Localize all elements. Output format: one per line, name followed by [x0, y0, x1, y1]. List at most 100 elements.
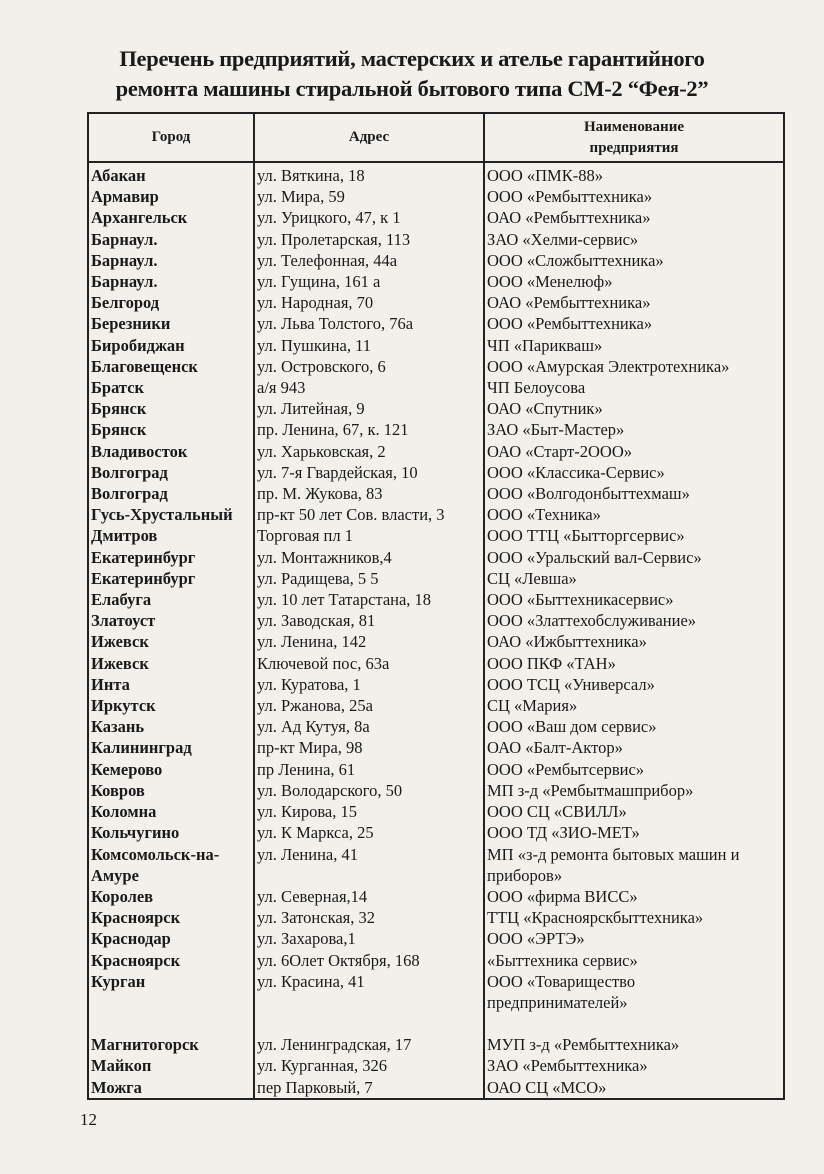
cell-city: Волгоград	[87, 461, 255, 484]
table-row: Дмитров Торговая пл 1 ООО ТТЦ «Бытторгсерв…	[87, 525, 785, 547]
cell-company: ОАО «Спутник»	[483, 398, 785, 420]
cell-address: ул. Ленина, 41	[253, 843, 485, 886]
cell-city: Брянск	[87, 419, 255, 441]
cell-address: ул. Пролетарская, 113	[253, 228, 485, 250]
cell-city: Абакан	[87, 162, 255, 187]
cell-city: Ижевск	[87, 652, 255, 674]
cell-company: ОАО «Рембыттехника»	[483, 207, 785, 229]
table-row: Красноярск ул. 6Олет Октября, 168 «Быттехн…	[87, 949, 785, 971]
table-row: Златоуст ул. Заводская, 81 ООО «Златтехобс…	[87, 610, 785, 632]
cell-address: ул. Курганная, 326	[253, 1055, 485, 1077]
cell-company: ООО «Рембыттехника»	[483, 186, 785, 208]
cell-address: ул. 6Олет Октября, 168	[253, 949, 485, 971]
cell-city: Барнаул.	[87, 249, 255, 272]
cell-company: ООО «Быттехникасервис»	[483, 589, 785, 611]
cell-company: ЗАО «Рембыттехника»	[483, 1055, 785, 1077]
cell-company: ООО ТТЦ «Бытторгсервис»	[483, 525, 785, 547]
cell-address: пр-кт Мира, 98	[253, 737, 485, 759]
cell-company: ООО «ЭРТЭ»	[483, 928, 785, 950]
cell-address: ул. Островского, 6	[253, 355, 485, 378]
cell-company: ООО «Сложбыттехника»	[483, 249, 785, 272]
cell-city: Благовещенск	[87, 355, 255, 378]
cell-address: пр-кт 50 лет Сов. власти, 3	[253, 504, 485, 526]
cell-city: Коломна	[87, 801, 255, 823]
cell-address: ул. Ленинградская, 17	[253, 1034, 485, 1056]
cell-city: Комсомольск-на- Амуре	[87, 843, 255, 886]
cell-address: пр. Ленина, 67, к. 121	[253, 419, 485, 441]
cell-company: СЦ «Мария»	[483, 695, 785, 717]
cell-address: Торговая пл 1	[253, 525, 485, 547]
cell-address: ул. Литейная, 9	[253, 398, 485, 420]
cell-city: Ковров	[87, 779, 255, 802]
cell-address: ул. Гущина, 161 а	[253, 271, 485, 293]
header-city: Город	[87, 112, 255, 163]
table-row: Ковров ул. Володарского, 50 МП з-д «Рембыт…	[87, 779, 785, 802]
cell-city: Майкоп	[87, 1055, 255, 1077]
cell-address: ул. Ад Кутуя, 8а	[253, 716, 485, 738]
table-row: Екатеринбург ул. Радищева, 5 5 СЦ «Левша»	[87, 567, 785, 590]
cell-city: Елабуга	[87, 589, 255, 611]
table-row: Магнитогорск ул. Ленинградская, 17 МУП з-д…	[87, 1034, 785, 1056]
cell-city: Архангельск	[87, 207, 255, 229]
cell-company: МП «з-д ремонта бытовых машин и приборов…	[483, 843, 785, 886]
cell-city: Можга	[87, 1076, 255, 1099]
cell-company: ОАО «Старт-2ООО»	[483, 440, 785, 462]
cell-city: Казань	[87, 716, 255, 738]
table-row: Кемерово пр Ленина, 61 ООО «Рембытсервис»	[87, 758, 785, 780]
cell-company: ООО «ПМК-88»	[483, 162, 785, 187]
cell-city: Барнаул.	[87, 228, 255, 250]
table-row: Ижевск Ключевой пос, 63а ООО ПКФ «ТАН»	[87, 652, 785, 674]
table-row: Коломна ул. Кирова, 15 ООО СЦ «СВИЛЛ»	[87, 801, 785, 823]
table-row: Королев ул. Северная,14 ООО «фирма ВИСС»	[87, 885, 785, 908]
cell-address: ул. 10 лет Татарстана, 18	[253, 589, 485, 611]
table-row: Инта ул. Куратова, 1 ООО ТСЦ «Универсал»	[87, 673, 785, 696]
cell-address: ул. Монтажников,4	[253, 546, 485, 568]
cell-company: ЗАО «Быт-Мастер»	[483, 419, 785, 441]
cell-company: ООО «Ваш дом сервис»	[483, 716, 785, 738]
cell-address: ул. Пушкина, 11	[253, 334, 485, 356]
page-number: 12	[80, 1110, 97, 1129]
table-row: Казань ул. Ад Кутуя, 8а ООО «Ваш дом серви…	[87, 716, 785, 738]
cell-company: ООО СЦ «СВИЛЛ»	[483, 801, 785, 823]
cell-company: ООО ПКФ «ТАН»	[483, 652, 785, 674]
cell-company: ООО «Техника»	[483, 504, 785, 526]
header-company: Наименование предприятия	[483, 112, 785, 163]
service-centers-table: Город Адрес Наименование предприятия Аба…	[87, 112, 785, 1100]
cell-company: ООО «Волгодонбыттехмаш»	[483, 483, 785, 505]
table-row: Благовещенск ул. Островского, 6 ООО «Амурс…	[87, 355, 785, 378]
table-row: Комсомольск-на- Амуре ул. Ленина, 41 МП «з…	[87, 843, 785, 886]
cell-address: ул. Ржанова, 25а	[253, 695, 485, 717]
document-title: Перечень предприятий, мастерских и атель…	[115, 46, 709, 101]
cell-company: ЧП «Парикваш»	[483, 334, 785, 356]
cell-city: Гусь-Хрустальный	[87, 504, 255, 526]
cell-city: Владивосток	[87, 440, 255, 462]
cell-company: ООО «Рембыттехника»	[483, 313, 785, 335]
cell-city: Биробиджан	[87, 334, 255, 356]
cell-address: ул. Красина, 41	[253, 970, 485, 1035]
table-body: Абакан ул. Вяткина, 18 ООО «ПМК-88» Армавир…	[87, 162, 785, 1099]
table-row: Можга пер Парковый, 7 ОАО СЦ «МСО»	[87, 1076, 785, 1099]
table-row: Краснодар ул. Захарова,1 ООО «ЭРТЭ»	[87, 928, 785, 950]
cell-address: ул. Ленина, 142	[253, 631, 485, 653]
table-row: Армавир ул. Мира, 59 ООО «Рембыттехника»	[87, 186, 785, 208]
cell-company: ООО ТД «ЗИО-МЕТ»	[483, 822, 785, 844]
cell-city: Инта	[87, 673, 255, 696]
cell-company: «Быттехника сервис»	[483, 949, 785, 971]
cell-address: ул. К Маркса, 25	[253, 822, 485, 844]
table-row: Красноярск ул. Затонская, 32 ТТЦ «Краснояр…	[87, 907, 785, 929]
cell-address: ул. Северная,14	[253, 885, 485, 908]
cell-address: ул. Затонская, 32	[253, 907, 485, 929]
table-row: Елабуга ул. 10 лет Татарстана, 18 ООО «Быт…	[87, 589, 785, 611]
cell-address: ул. Володарского, 50	[253, 779, 485, 802]
table-row: Иркутск ул. Ржанова, 25а СЦ «Мария»	[87, 695, 785, 717]
cell-company: ОАО «Балт-Актор»	[483, 737, 785, 759]
cell-company: ООО «Златтехобслуживание»	[483, 610, 785, 632]
cell-city: Армавир	[87, 186, 255, 208]
cell-address: ул. Кирова, 15	[253, 801, 485, 823]
cell-city: Красноярск	[87, 949, 255, 971]
table-row: Барнаул. ул. Телефонная, 44а ООО «Сложбытт…	[87, 249, 785, 272]
cell-address: ул. Урицкого, 47, к 1	[253, 207, 485, 229]
cell-city: Белгород	[87, 292, 255, 314]
cell-city: Кольчугино	[87, 822, 255, 844]
cell-city: Королев	[87, 885, 255, 908]
